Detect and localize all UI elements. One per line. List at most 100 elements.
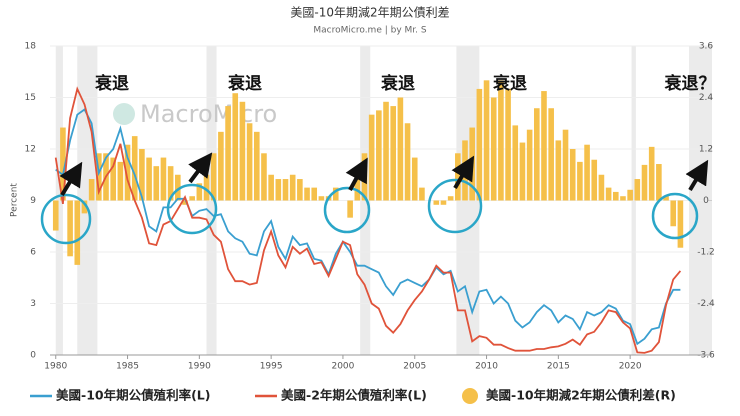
bar — [311, 187, 318, 201]
bar — [268, 174, 274, 201]
y-tick-label: 9 — [30, 196, 36, 206]
y-tick-label: 15 — [25, 93, 36, 103]
annotation: 衰退 — [380, 73, 415, 94]
bar — [182, 200, 188, 205]
legend-label: 美國-10年期公債殖利率(L) — [56, 388, 210, 403]
bar — [196, 183, 203, 201]
bar — [677, 200, 684, 248]
bar — [627, 189, 633, 201]
bar — [297, 179, 303, 201]
bar — [584, 144, 590, 201]
bar — [189, 196, 195, 201]
bar — [505, 88, 511, 201]
annotation: 衰退 — [227, 73, 262, 94]
bar — [167, 166, 174, 201]
bar — [419, 187, 425, 201]
circle — [40, 193, 92, 245]
bar — [670, 200, 677, 227]
bar — [648, 146, 655, 201]
bar — [110, 157, 116, 201]
y-axis-label: Percent — [10, 183, 20, 217]
bar — [124, 144, 131, 201]
bar — [534, 108, 540, 201]
bar — [634, 179, 641, 201]
bar — [117, 161, 124, 201]
x-tick-label: 2005 — [403, 362, 426, 372]
bar — [383, 101, 389, 201]
bar — [512, 125, 519, 201]
arrow — [345, 157, 368, 191]
y2-tick-label: 3.6 — [699, 42, 714, 52]
y2-tick-label: -2.4 — [697, 299, 715, 309]
bar — [433, 200, 440, 205]
bar — [663, 196, 669, 201]
bar — [225, 106, 231, 201]
arrow — [59, 161, 83, 197]
legend: 美國-10年期公債殖利率(L) 美國-2年期公債殖利率(L) 美國-10年期減2年期… — [30, 388, 676, 404]
bar — [175, 174, 181, 201]
bar — [390, 106, 397, 201]
bar — [74, 200, 81, 265]
bar — [246, 123, 253, 201]
bar — [591, 159, 598, 201]
bar — [282, 179, 289, 201]
bar — [404, 123, 411, 201]
x-tick-label: 2000 — [331, 362, 354, 372]
y2-tick-label: 1.2 — [699, 145, 713, 155]
bar — [67, 200, 73, 257]
bar — [347, 200, 353, 218]
chart-title: 美國-10年期減2年期公債利差 — [290, 5, 449, 20]
bar — [440, 200, 447, 205]
bar — [519, 142, 526, 201]
annotation: 衰退 — [94, 73, 129, 94]
y2-tick-label: -1.2 — [697, 248, 715, 258]
x-tick-label: 1985 — [116, 362, 139, 372]
line — [55, 108, 681, 346]
bar — [562, 129, 569, 201]
arrow — [685, 159, 709, 192]
chart-subtitle: MacroMicro.me | by Mr. S — [313, 26, 426, 36]
arrow — [188, 152, 213, 184]
bar — [210, 153, 217, 201]
legend-label: 美國-10年期減2年期公債利差(R) — [486, 388, 676, 403]
arrows — [59, 152, 709, 197]
y2-tick-label: 2.4 — [699, 93, 714, 103]
bar — [160, 157, 167, 201]
bar — [490, 97, 497, 201]
bar — [332, 187, 339, 201]
x-tick-label: 1980 — [44, 362, 67, 372]
bar — [275, 179, 282, 201]
bar — [232, 93, 239, 201]
bar — [304, 187, 310, 201]
legend-swatch — [462, 388, 478, 404]
legend-label: 美國-2年期公債殖利率(L) — [281, 388, 427, 403]
bar — [376, 110, 382, 201]
x-tick-label: 2015 — [547, 362, 570, 372]
bar — [620, 196, 626, 201]
bar — [289, 174, 296, 201]
bar — [131, 136, 138, 201]
bar — [203, 174, 210, 201]
y-tick-label: 3 — [30, 299, 36, 309]
y-tick-label: 0 — [30, 351, 36, 361]
bar — [555, 140, 562, 201]
bar — [526, 129, 533, 201]
bar — [605, 187, 612, 201]
circle — [166, 183, 218, 235]
bar — [656, 164, 662, 201]
x-tick-label: 2010 — [475, 362, 498, 372]
bar — [318, 196, 325, 201]
line — [54, 86, 682, 354]
bar — [541, 91, 547, 201]
bar — [368, 114, 375, 201]
bar — [96, 153, 102, 201]
x-tick-label: 2020 — [619, 362, 642, 372]
arrow — [451, 155, 475, 190]
y-tick-label: 12 — [25, 145, 36, 155]
watermark: MacroMicro — [140, 100, 277, 128]
annotation: 衰退 — [492, 73, 527, 94]
bar — [498, 80, 504, 201]
bar — [397, 97, 404, 201]
x-tick-label: 1995 — [260, 362, 283, 372]
